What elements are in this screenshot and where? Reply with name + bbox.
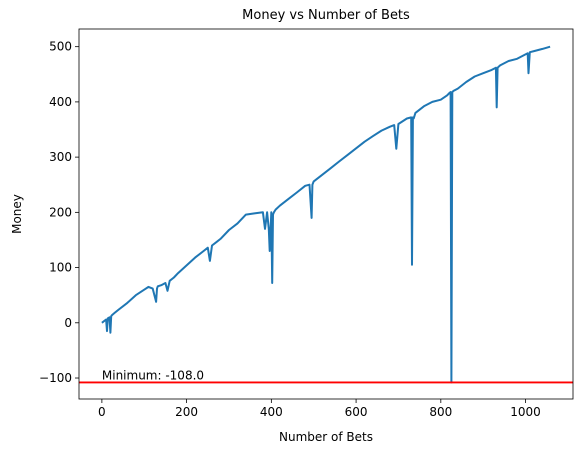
- x-tick-label: 400: [260, 405, 283, 419]
- y-tick-label: 100: [49, 261, 72, 275]
- y-tick-label: 400: [49, 95, 72, 109]
- x-tick-label: 200: [175, 405, 198, 419]
- x-tick-label: 1000: [510, 405, 541, 419]
- y-tick-label: −100: [39, 371, 72, 385]
- y-axis-ticks: −100 0 100 200 300 400 500: [39, 40, 79, 385]
- x-axis-ticks: 0 200 400 600 800 1000: [98, 399, 541, 419]
- series-line-0: [101, 45, 551, 384]
- chart-title: Money vs Number of Bets: [242, 8, 410, 23]
- x-tick-label: 800: [429, 405, 452, 419]
- y-tick-label: 300: [49, 150, 72, 164]
- x-tick-label: 0: [98, 405, 106, 419]
- y-tick-label: 200: [49, 205, 72, 219]
- plot-area: [79, 45, 573, 384]
- y-tick-label: 500: [49, 40, 72, 54]
- minimum-annotation: Minimum: -108.0: [102, 369, 204, 383]
- axes-frame: [78, 28, 574, 400]
- x-axis-label: Number of Bets: [279, 430, 373, 444]
- y-axis-label: Money: [10, 194, 24, 234]
- y-tick-label: 0: [64, 316, 72, 330]
- x-tick-label: 600: [345, 405, 368, 419]
